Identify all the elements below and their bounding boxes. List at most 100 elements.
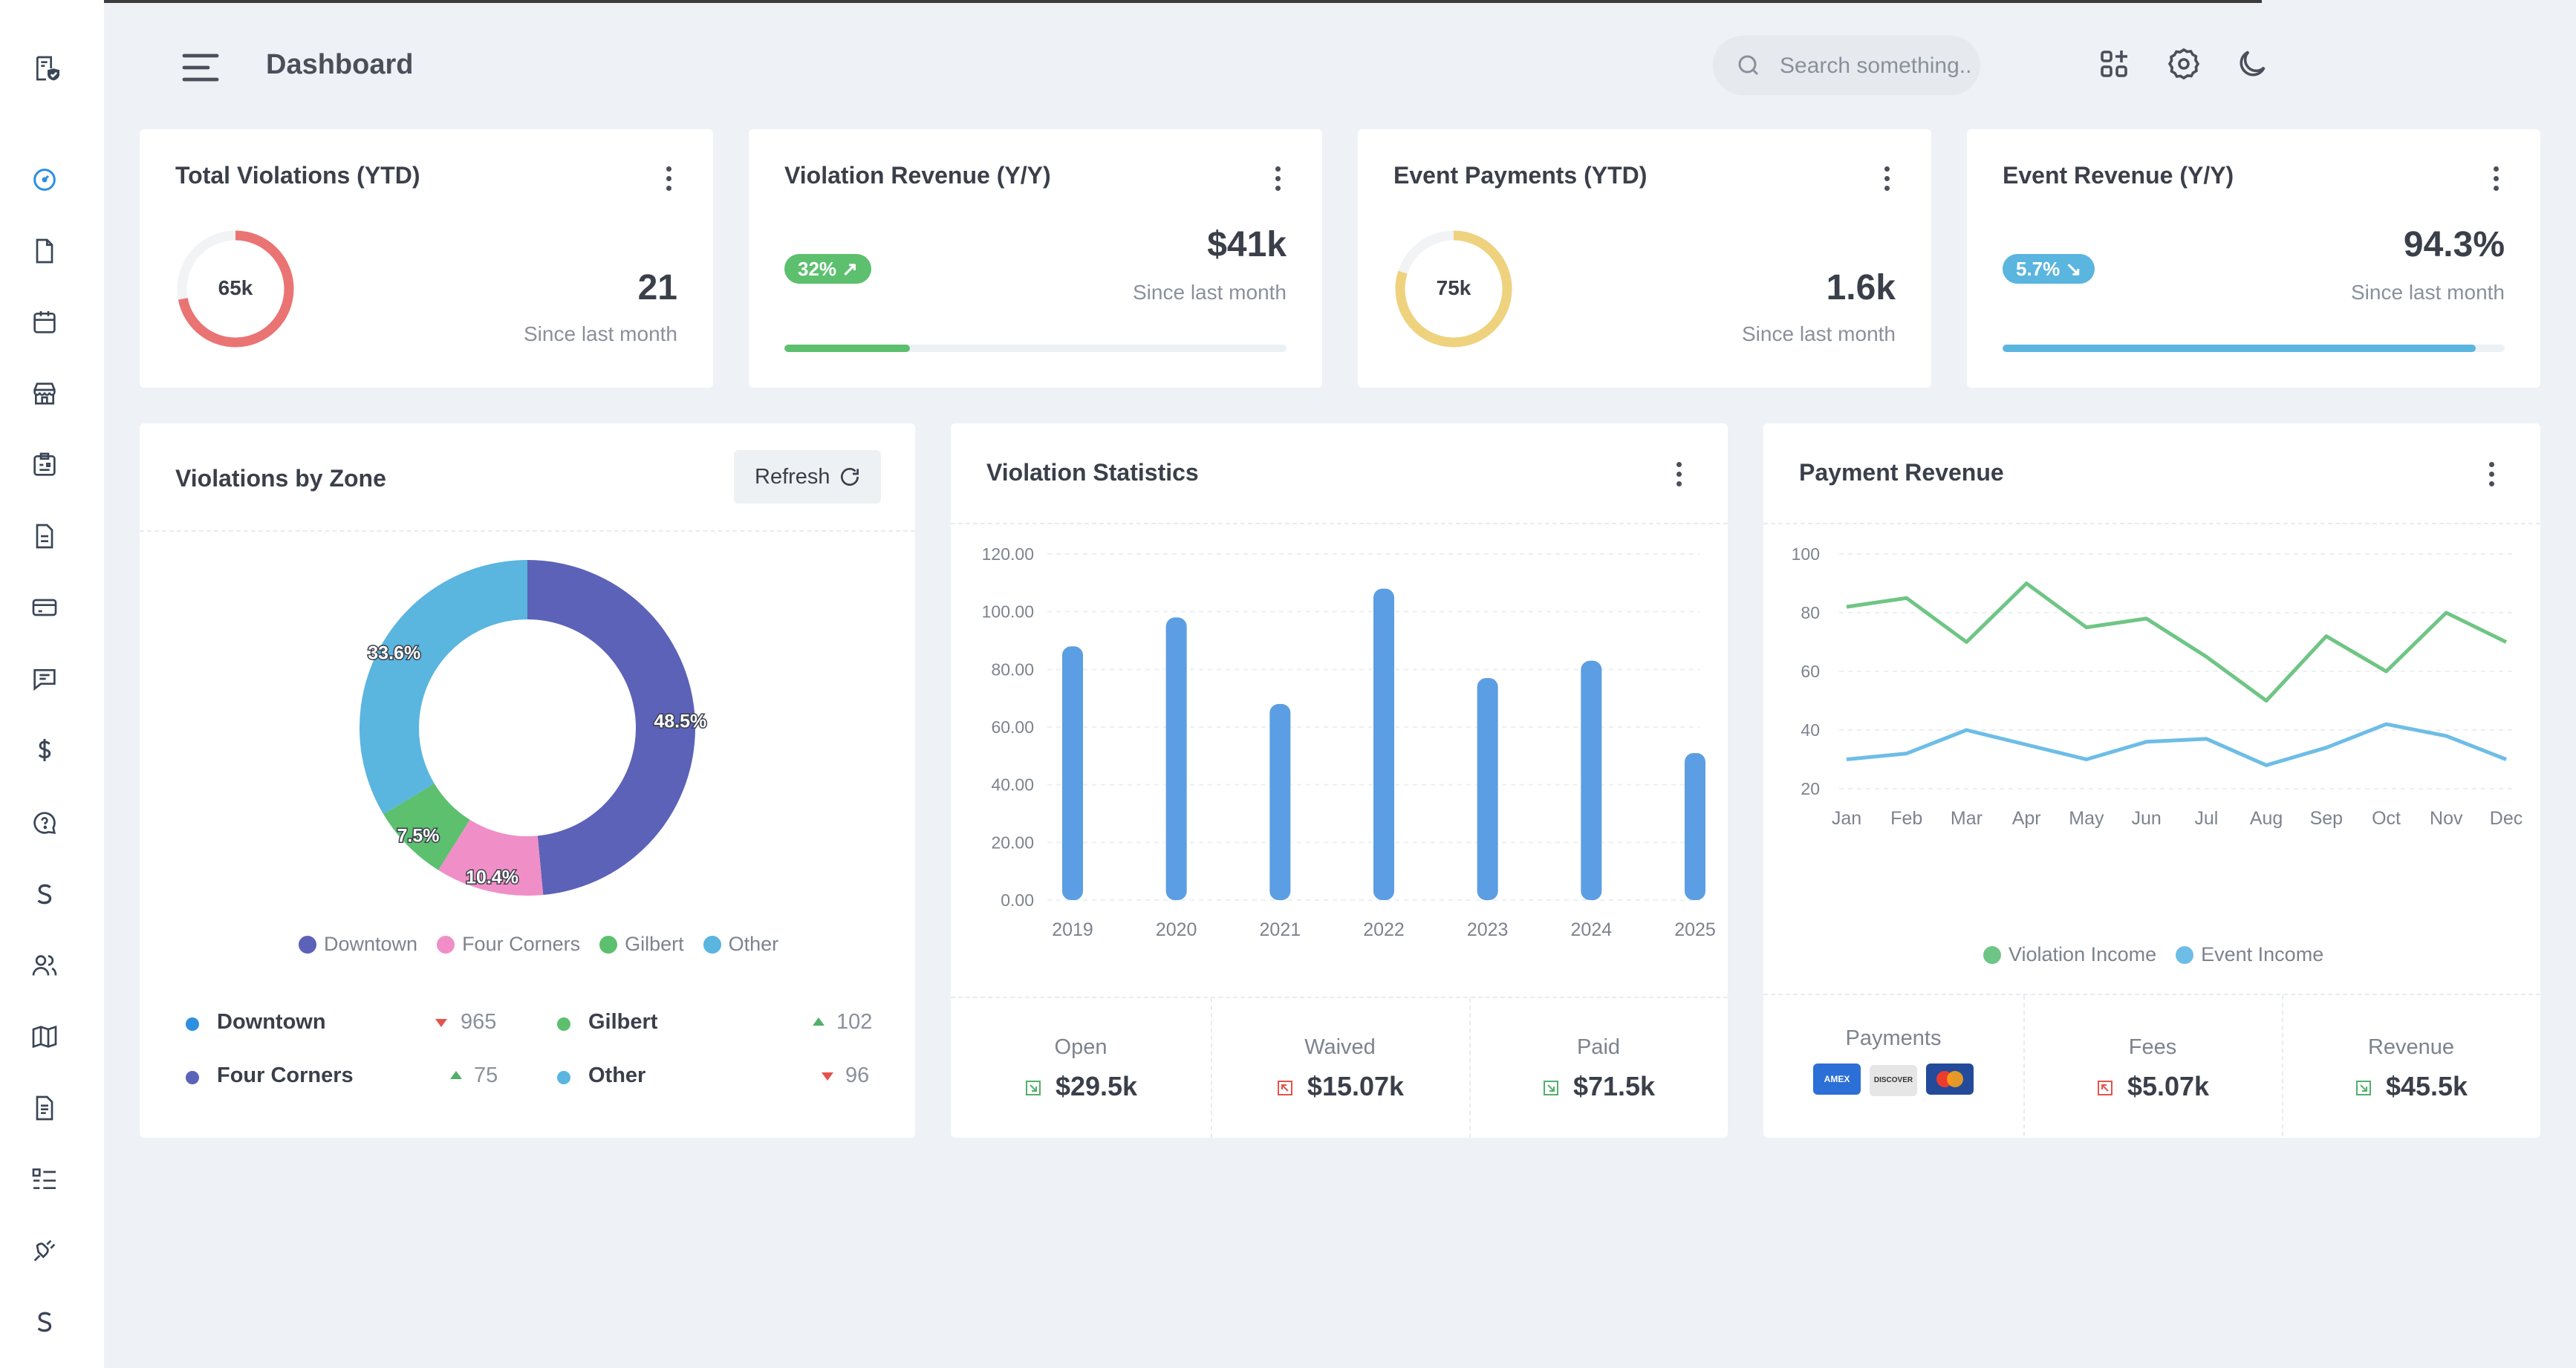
kebab-menu-icon[interactable] bbox=[1273, 166, 1282, 193]
credit-card-icon[interactable] bbox=[28, 591, 61, 624]
kebab-menu-icon[interactable] bbox=[664, 166, 673, 193]
x-tick-label: May bbox=[2069, 808, 2104, 829]
legend-label: Gilbert bbox=[625, 933, 684, 955]
card-divider bbox=[1763, 994, 2540, 995]
trend-up-icon bbox=[450, 1071, 462, 1079]
violations-by-zone-card: Violations by Zone Refresh 48.5% 10.4% 7.5… bbox=[140, 423, 915, 1138]
payment-line-chart: 20 40 60 80 100 Jan Feb Mar Apr May Jun Jul Aug Sep Oc… bbox=[1792, 544, 2523, 829]
series-violation-income[interactable] bbox=[1846, 582, 2508, 703]
legend-item[interactable]: Other bbox=[703, 933, 778, 955]
message-icon[interactable] bbox=[28, 662, 61, 695]
arrow-box-icon bbox=[2355, 1081, 2371, 1095]
y-tick-label: 120.00 bbox=[982, 544, 1034, 564]
bar-2023[interactable] bbox=[1477, 677, 1498, 900]
menu-toggle-icon[interactable] bbox=[178, 49, 223, 86]
report-icon[interactable] bbox=[28, 1092, 61, 1124]
stat-open: Open $29.5k bbox=[951, 1035, 1211, 1184]
series-event-income[interactable] bbox=[1846, 722, 2507, 767]
legend-item[interactable]: Violation Income bbox=[1983, 943, 2156, 965]
logo-icon[interactable] bbox=[27, 49, 65, 88]
legend-item[interactable]: Four Corners bbox=[437, 933, 580, 955]
legend-item[interactable]: Downtown bbox=[299, 933, 417, 955]
apps-add-icon[interactable] bbox=[2096, 46, 2132, 82]
growth-badge-text: 32% bbox=[798, 258, 837, 280]
trend-up-icon bbox=[813, 1017, 824, 1026]
ring-label: 65k bbox=[218, 276, 253, 299]
stat-label: Waived bbox=[1304, 1035, 1376, 1059]
slice-label: 10.4% bbox=[466, 867, 518, 887]
donut-slice-four-corners[interactable] bbox=[438, 819, 544, 896]
ring-arc bbox=[1395, 230, 1512, 348]
y-tick-label: 60 bbox=[1801, 662, 1820, 681]
x-tick-label: 2021 bbox=[1260, 919, 1301, 940]
list-icon[interactable] bbox=[28, 1163, 61, 1196]
search-input[interactable]: Search something.. bbox=[1713, 36, 1980, 95]
kpi-title: Total Violations (YTD) bbox=[175, 162, 420, 189]
kebab-menu-icon[interactable] bbox=[2487, 462, 2496, 489]
legend-dot bbox=[599, 936, 618, 954]
stat-label: Open bbox=[1054, 1035, 1108, 1059]
kpi-title: Event Revenue (Y/Y) bbox=[2003, 162, 2234, 189]
bar-2020[interactable] bbox=[1165, 617, 1187, 900]
kebab-menu-icon[interactable] bbox=[2491, 166, 2500, 193]
bar-2021[interactable] bbox=[1269, 703, 1291, 900]
trend-up-icon: ↗ bbox=[842, 258, 859, 280]
kebab-menu-icon[interactable] bbox=[1882, 166, 1891, 193]
kebab-menu-icon[interactable] bbox=[1674, 462, 1683, 489]
calendar-icon[interactable] bbox=[28, 306, 61, 339]
x-tick-label: Mar bbox=[1951, 808, 1983, 829]
zone-name: Downtown bbox=[217, 1010, 326, 1034]
settings-gear-icon[interactable] bbox=[2166, 46, 2202, 82]
dollar-icon[interactable] bbox=[28, 734, 61, 766]
plug-icon[interactable] bbox=[28, 1234, 61, 1267]
donut-legend: Downtown Four Corners Gilbert Other bbox=[299, 933, 798, 956]
stripe-icon[interactable] bbox=[28, 878, 61, 911]
kpi-subtitle: Since last month bbox=[524, 322, 677, 345]
map-icon[interactable] bbox=[28, 1020, 61, 1053]
donut-slice-gilbert[interactable] bbox=[383, 784, 470, 870]
refresh-button[interactable]: Refresh bbox=[734, 450, 881, 504]
dashboard-icon[interactable] bbox=[28, 163, 61, 196]
bar-2022[interactable] bbox=[1373, 588, 1394, 900]
x-tick-label: 2020 bbox=[1156, 919, 1197, 940]
stat-value-row: $29.5k bbox=[951, 1071, 1211, 1102]
slice-label: 48.5% bbox=[654, 711, 706, 732]
legend-item[interactable]: Gilbert bbox=[599, 933, 684, 955]
growth-badge: 5.7% ↘ bbox=[2003, 254, 2095, 284]
bar-2024[interactable] bbox=[1581, 660, 1602, 900]
donut-slice-other[interactable] bbox=[359, 560, 527, 815]
column-separator bbox=[1469, 998, 1471, 1138]
ring-label: 75k bbox=[1436, 276, 1471, 299]
x-tick-label: Feb bbox=[1890, 808, 1922, 829]
arrow-box-icon bbox=[1025, 1081, 1041, 1095]
stripe-icon-2[interactable] bbox=[28, 1306, 61, 1338]
zone-value: 965 bbox=[461, 1010, 497, 1034]
refresh-icon bbox=[841, 468, 859, 486]
progress-track bbox=[2003, 345, 2505, 352]
store-icon[interactable] bbox=[28, 377, 61, 410]
violation-statistics-card: Violation Statistics 0.00 20.00 40.00 60.00… bbox=[951, 423, 1728, 1138]
legend-label: Event Income bbox=[2201, 943, 2324, 965]
legend-item[interactable]: Event Income bbox=[2176, 943, 2323, 965]
document-icon[interactable] bbox=[28, 520, 61, 553]
stat-waived: Waived $15.07k bbox=[1211, 1035, 1469, 1184]
users-icon[interactable] bbox=[28, 949, 61, 982]
donut-slice-downtown[interactable] bbox=[527, 560, 695, 895]
progress-track bbox=[784, 345, 1287, 352]
zone-name: Gilbert bbox=[588, 1010, 658, 1034]
kpi-card-total-violations: Total Violations (YTD) 65k 21 Since last… bbox=[140, 129, 713, 388]
bar-2025[interactable] bbox=[1685, 752, 1705, 900]
file-icon[interactable] bbox=[28, 235, 61, 267]
card-divider bbox=[951, 997, 1728, 998]
growth-badge-text: 5.7% bbox=[2016, 258, 2061, 280]
chat-question-icon[interactable] bbox=[28, 807, 61, 839]
stat-value-row: $45.5k bbox=[2282, 1071, 2540, 1102]
x-tick-label: 2025 bbox=[1674, 919, 1716, 940]
progress-fill bbox=[2003, 345, 2476, 352]
card-divider bbox=[1763, 523, 2540, 524]
dark-mode-moon-icon[interactable] bbox=[2234, 46, 2270, 82]
bar-2019[interactable] bbox=[1062, 646, 1083, 900]
clipboard-icon[interactable] bbox=[28, 449, 61, 481]
zone-name: Four Corners bbox=[217, 1064, 354, 1087]
stat-label: Fees bbox=[2128, 1035, 2177, 1059]
